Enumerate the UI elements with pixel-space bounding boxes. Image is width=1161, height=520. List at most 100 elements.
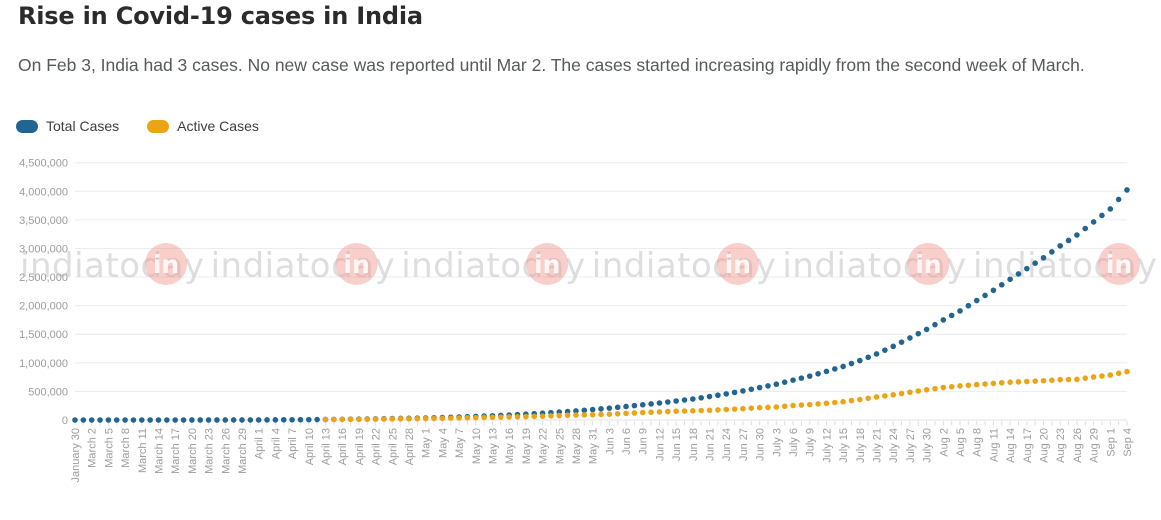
watermark-text: indiatoday — [211, 246, 396, 286]
x-axis-tick-label: May 4 — [437, 428, 449, 458]
x-axis-tick-label: May 7 — [454, 428, 466, 458]
x-axis-tick-label: July 15 — [838, 428, 850, 463]
x-axis-tick-label: Jun 12 — [654, 428, 666, 461]
y-axis-tick-label: 500,000 — [28, 386, 68, 398]
x-axis-tick-label: Aug 8 — [972, 428, 984, 457]
x-axis-tick-label: April 22 — [371, 428, 383, 465]
indiatoday-in-logo-icon — [335, 243, 378, 285]
x-axis-tick-label: Jun 24 — [721, 428, 733, 461]
watermark-text: indiatoday — [973, 246, 1158, 286]
x-axis-tick-label: Aug 2 — [938, 428, 950, 457]
watermark-badge-text: in — [534, 250, 560, 279]
x-axis-tick-label: July 24 — [888, 428, 900, 463]
x-axis-tick-label: Aug 5 — [955, 428, 967, 457]
series-active-cases-dots — [322, 368, 1130, 423]
x-axis-tick-label: Jun 9 — [638, 428, 650, 455]
series-total-cases-dots — [72, 187, 1130, 423]
x-axis-tick-label: May 16 — [504, 428, 516, 464]
x-axis-tick-label: Aug 23 — [1055, 428, 1067, 463]
chart-area: indiatoday in indiatoday in indiatoday in indi… — [0, 150, 1161, 515]
x-axis-tick-label: Aug 11 — [988, 428, 1000, 462]
watermark-text: indiatoday — [20, 246, 205, 286]
y-axis-tick-label: 4,000,000 — [19, 186, 68, 198]
x-axis-tick-label: May 22 — [538, 428, 550, 464]
x-axis-tick-label: April 16 — [337, 428, 349, 465]
active-cases-swatch-icon — [147, 119, 170, 133]
watermark-badge-text: in — [343, 250, 369, 279]
x-axis-tick-label: May 13 — [487, 428, 499, 464]
total-cases-swatch-icon — [16, 119, 38, 133]
indiatoday-in-logo-icon — [145, 243, 187, 285]
x-axis-tick-label: July 30 — [922, 428, 934, 463]
x-axis-tick-label: Sep 1 — [1105, 428, 1117, 457]
x-axis-tick-label: July 21 — [872, 428, 884, 463]
y-axis-tick-label: 0 — [62, 415, 68, 427]
legend-item-total-cases: Total Cases — [16, 118, 119, 134]
x-axis-tick-label: May 1 — [421, 428, 433, 458]
x-axis-tick-label: March 11 — [137, 428, 149, 473]
x-axis-tick-label: Jun 18 — [688, 428, 700, 461]
x-axis-tick-label: May 31 — [588, 428, 600, 464]
x-axis-tick-label: July 18 — [855, 428, 867, 463]
y-axis-tick-label: 2,000,000 — [19, 301, 68, 313]
x-axis-tick-label: April 28 — [404, 428, 416, 465]
legend-item-active-cases: Active Cases — [147, 118, 259, 134]
x-axis-tick-label: May 25 — [554, 428, 566, 464]
x-axis-tick-label: March 20 — [187, 428, 199, 474]
y-axis-tick-label: 3,000,000 — [19, 243, 68, 255]
x-axis-tick-label: July 6 — [788, 428, 800, 457]
watermark-text: indiatoday — [401, 246, 586, 286]
legend: Total Cases Active Cases — [16, 118, 259, 134]
x-axis-labels: January 30 March 2 March 5 March 8 March 11 M… — [70, 428, 1134, 482]
x-axis-tick-label: Aug 14 — [1005, 428, 1017, 463]
y-axis-tick-label: 1,500,000 — [19, 329, 68, 341]
x-axis-tick-label: March 5 — [103, 428, 115, 468]
y-gridlines — [75, 162, 1127, 421]
chart-subtitle: On Feb 3, India had 3 cases. No new case… — [18, 55, 1085, 75]
x-axis-tick-label: April 25 — [387, 428, 399, 465]
x-axis-tick-label: Jun 6 — [621, 428, 633, 455]
indiatoday-in-logo-icon — [1098, 243, 1140, 285]
y-axis-tick-label: 4,500,000 — [19, 158, 68, 170]
x-axis-tick-label: April 1 — [254, 428, 266, 459]
x-axis-tick-label: Sep 4 — [1122, 428, 1134, 457]
y-axis-tick-label: 2,500,000 — [19, 272, 68, 284]
watermark-badge-text: in — [1106, 250, 1132, 279]
watermark-badge-text: in — [915, 250, 941, 279]
x-axis-tick-label: March 17 — [170, 428, 182, 474]
x-axis-tick-label: July 3 — [771, 428, 783, 457]
x-axis-tick-label: Aug 26 — [1072, 428, 1084, 463]
y-axis-tick-label: 1,000,000 — [19, 358, 68, 370]
x-axis-tick-label: March 29 — [237, 428, 249, 474]
legend-label-active-cases: Active Cases — [177, 118, 259, 134]
indiatoday-in-logo-icon — [716, 243, 759, 285]
x-axis-tick-label: Jun 30 — [755, 428, 767, 461]
x-axis-tick-label: Jun 15 — [671, 428, 683, 461]
x-axis-tick-label: Jun 3 — [604, 428, 616, 455]
x-axis-tick-label: July 27 — [905, 428, 917, 463]
watermark-badge-text: in — [725, 250, 751, 279]
x-axis-tick-label: April 13 — [320, 428, 332, 465]
x-axis-tick-label: January 30 — [70, 428, 82, 482]
x-axis-tick-label: April 10 — [304, 428, 316, 465]
x-axis-tick-label: April 7 — [287, 428, 299, 459]
page-title: Rise in Covid-19 cases in India — [18, 2, 423, 30]
x-axis-tick-label: Jun 27 — [738, 428, 750, 461]
x-axis-tick-label: March 2 — [87, 428, 99, 468]
x-axis-tick-label: Aug 29 — [1089, 428, 1101, 463]
watermark-text: indiatoday — [592, 246, 777, 286]
x-axis-tick-label: April 4 — [270, 428, 282, 459]
x-axis-tick-label: July 12 — [821, 428, 833, 463]
indiatoday-in-logo-icon — [907, 243, 950, 285]
x-axis-tick-label: Aug 17 — [1022, 428, 1034, 463]
y-axis-tick-label: 3,500,000 — [19, 215, 68, 227]
x-axis-tick-label: July 9 — [805, 428, 817, 457]
x-axis-tick-label: March 23 — [204, 428, 216, 474]
